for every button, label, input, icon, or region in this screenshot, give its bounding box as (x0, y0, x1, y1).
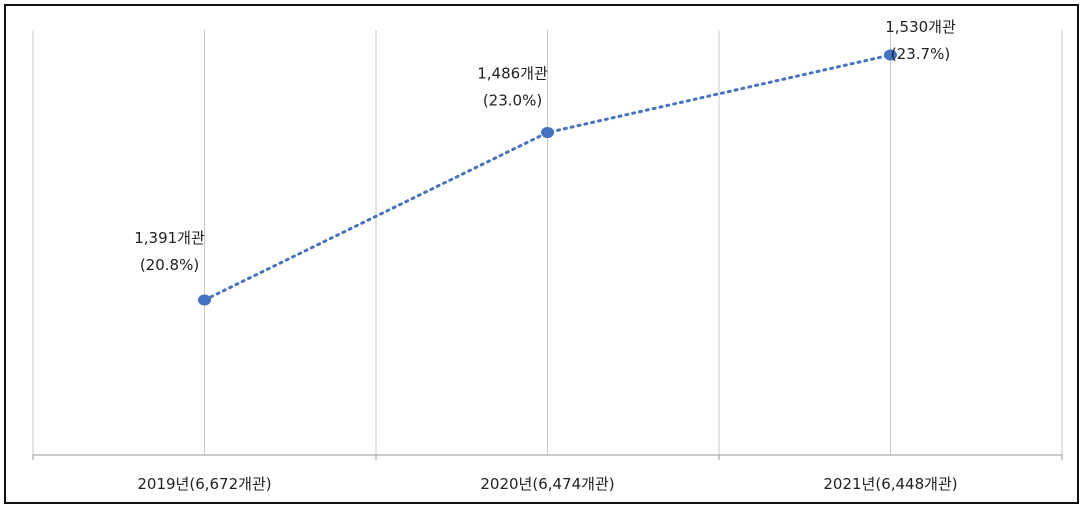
data-label-count: 1,391개관 (134, 229, 205, 247)
gridlines (32, 30, 1063, 455)
data-label-count: 1,530개관 (885, 18, 956, 36)
series (198, 49, 897, 306)
x-tick-label: 2021년(6,448개관) (823, 475, 957, 493)
chart-frame (4, 4, 1079, 504)
data-point-marker (198, 294, 211, 306)
data-point-marker (541, 127, 554, 139)
data-labels: 1,391개관 (20.8%) 1,486개관 (23.0%) 1,530개관 (23.7… (134, 18, 956, 274)
x-axis (32, 454, 1063, 460)
data-label-count: 1,486개관 (477, 65, 548, 83)
x-tick-label: 2020년(6,474개관) (480, 475, 614, 493)
data-label-percent: (20.8%) (140, 256, 199, 274)
series-line (203, 53, 892, 302)
x-tick-labels: 2019년(6,672개관) 2020년(6,474개관) 2021년(6,448개… (137, 475, 957, 493)
data-point-marker (884, 49, 897, 61)
data-label-percent: (23.7%) (891, 45, 950, 63)
x-tick-label: 2019년(6,672개관) (137, 475, 271, 493)
data-label-percent: (23.0%) (483, 92, 542, 110)
